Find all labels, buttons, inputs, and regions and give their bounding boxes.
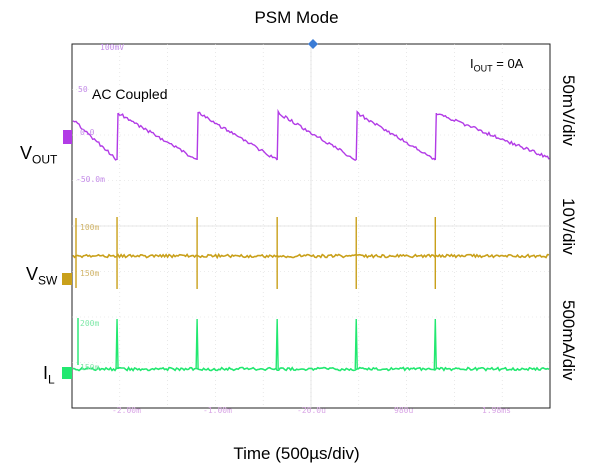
time-tick-label: 980u (394, 406, 413, 415)
x-axis-label: Time (500µs/div) (0, 444, 593, 464)
ac-coupled-note: AC Coupled (90, 86, 170, 102)
vout-tick-label: 50 (78, 85, 88, 94)
il-scale-label: 500mA/div (558, 300, 578, 380)
il-tick-label: 150m (80, 363, 99, 372)
time-tick-label: -2.00m (112, 406, 141, 415)
vsw-tick-label: 100m (80, 223, 99, 232)
vout-tick-label: -50.0m (76, 175, 105, 184)
vsw-channel-label: VSW (26, 264, 57, 288)
vsw-channel-marker (62, 273, 72, 285)
vout-channel-label: VOUT (20, 143, 57, 167)
iout-note: IOUT = 0A (470, 56, 523, 74)
vout-tick-label: 100mV (100, 43, 124, 52)
vout-tick-label: 0.0 (80, 128, 95, 137)
vout-scale-label: 50mV/div (558, 75, 578, 146)
il-channel-marker (62, 367, 72, 379)
time-tick-label: 1.98ms (482, 406, 511, 415)
time-tick-label: -20.0u (297, 406, 326, 415)
il-channel-label: IL (43, 363, 55, 387)
il-tick-label: 200m (80, 319, 99, 328)
vsw-scale-label: 10V/div (558, 198, 578, 255)
vsw-tick-label: 150m (80, 269, 99, 278)
time-tick-label: -1.00m (203, 406, 232, 415)
vout-channel-marker (63, 130, 72, 144)
